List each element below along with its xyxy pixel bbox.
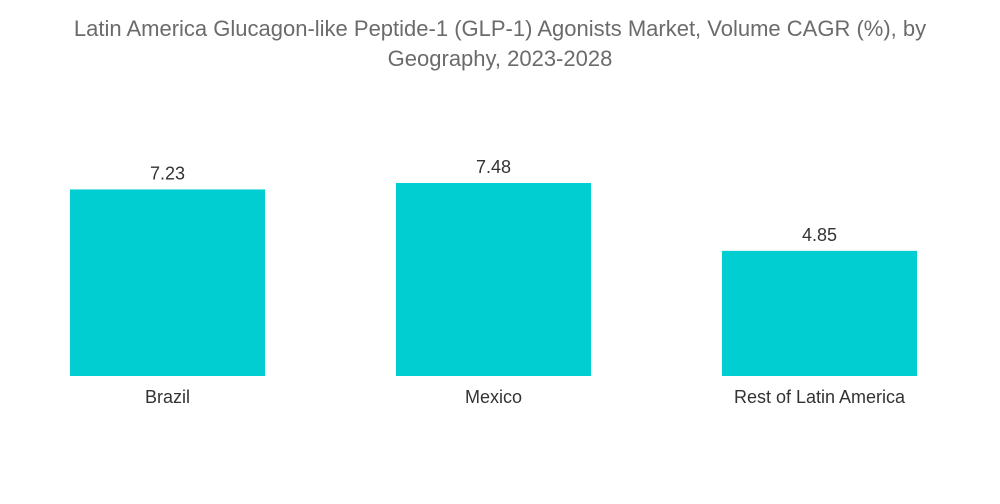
data-label-brazil: 7.23 [150,163,185,183]
data-label-rest-of-latin-america: 4.85 [802,225,837,245]
category-label-mexico: Mexico [465,387,522,407]
chart-title-line-2: Geography, 2023-2028 [387,46,613,71]
chart-title-line-1: Latin America Glucagon-like Peptide-1 (G… [73,16,927,41]
category-label-brazil: Brazil [145,387,190,407]
data-label-mexico: 7.48 [476,157,511,177]
bar-brazil [70,189,265,376]
bar-mexico [396,183,591,376]
category-label-rest-of-latin-america: Rest of Latin America [734,387,906,407]
chart-title: Latin America Glucagon-like Peptide-1 (G… [0,14,1000,74]
bar-rest-of-latin-america [722,250,917,376]
